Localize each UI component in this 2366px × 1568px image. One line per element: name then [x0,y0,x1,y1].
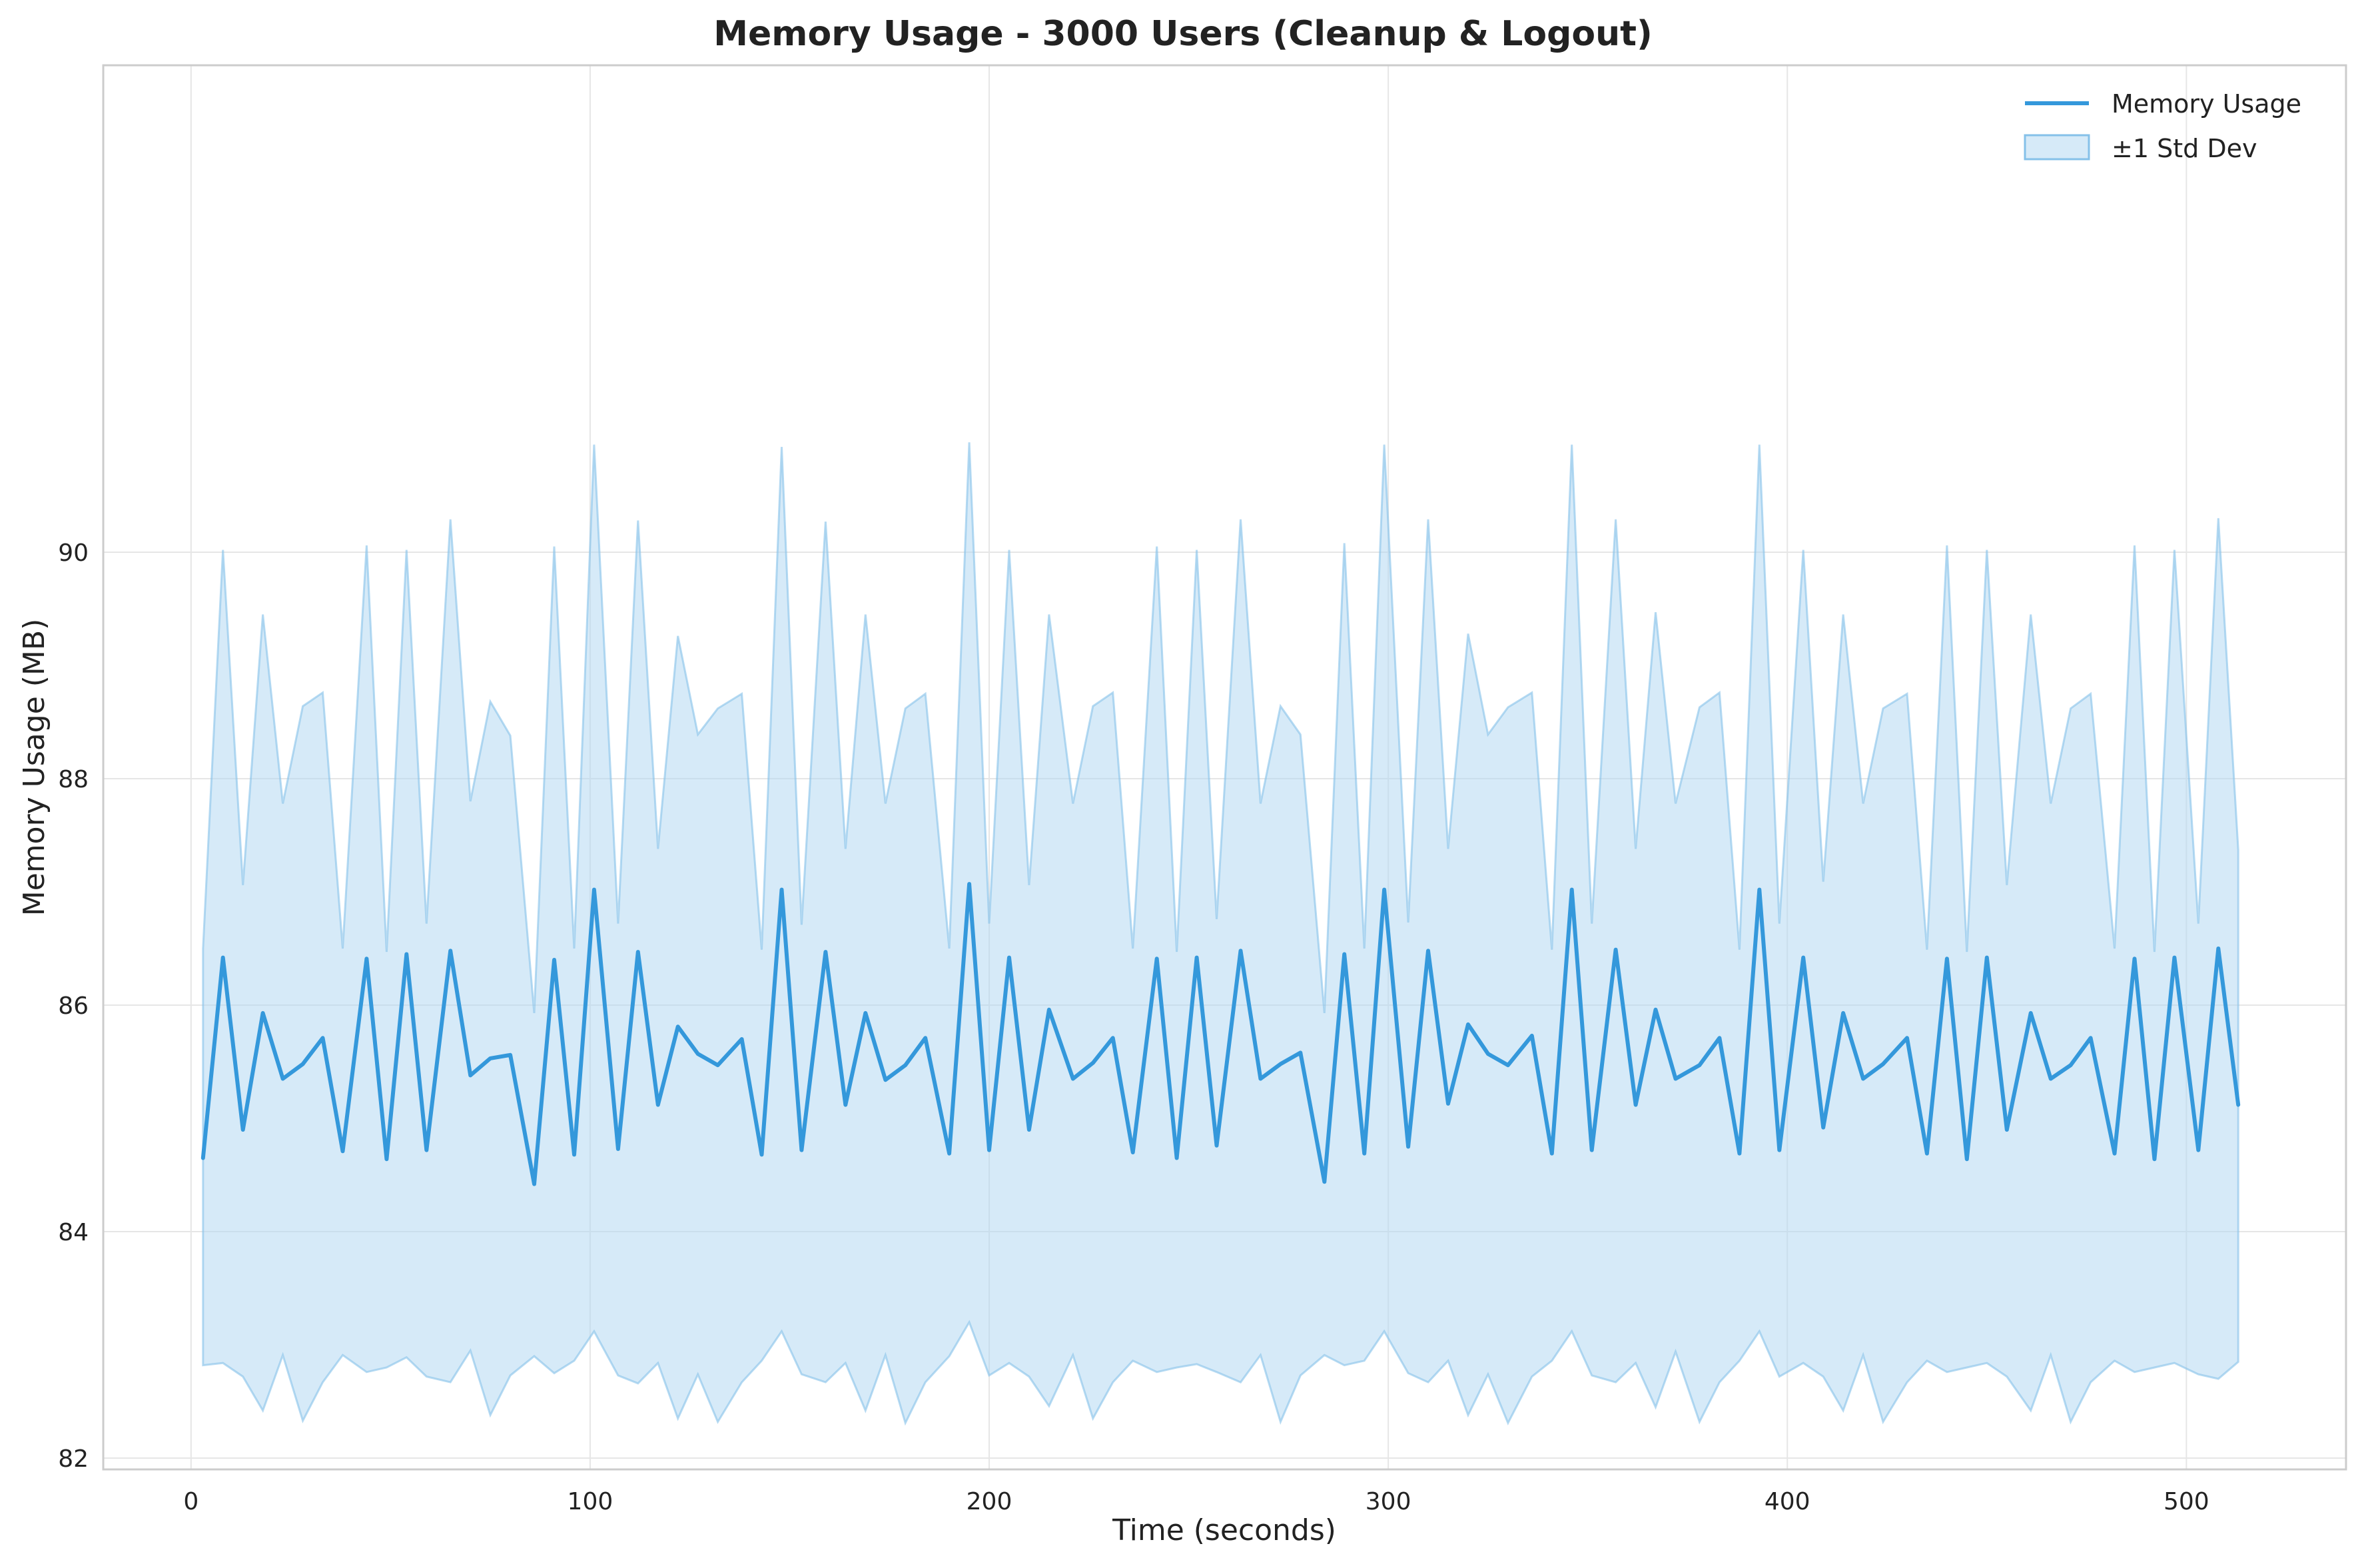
y-tick-label: 86 [58,992,89,1020]
legend-band-swatch [2024,134,2090,161]
x-tick-label: 200 [967,1488,1012,1515]
x-axis-label: Time (seconds) [1112,1513,1336,1547]
y-tick-label: 84 [58,1219,89,1246]
y-axis-ticks: 82 84 86 88 90 [58,540,89,1473]
y-tick-label: 82 [58,1445,89,1473]
legend: Memory Usage ±1 Std Dev [2024,89,2301,163]
plot-border [102,64,2347,1471]
chart-title: Memory Usage - 3000 Users (Cleanup & Log… [713,14,1652,54]
x-tick-label: 400 [1765,1488,1810,1515]
x-tick-label: 300 [1366,1488,1411,1515]
memory-usage-line [200,882,2241,1186]
x-tick-label: 0 [183,1488,198,1515]
x-tick-label: 100 [568,1488,613,1515]
plot-area [102,64,2347,1471]
y-axis-label: Memory Usage (MB) [17,619,51,917]
x-axis-ticks: 0 100 200 300 400 500 [183,1488,2209,1515]
y-tick-label: 90 [58,540,89,567]
x-tick-label: 500 [2164,1488,2209,1515]
legend-label-std-dev: ±1 Std Dev [2112,134,2257,163]
std-dev-band [202,442,2239,1426]
y-tick-label: 88 [58,766,89,793]
legend-label-memory-usage: Memory Usage [2112,89,2301,119]
